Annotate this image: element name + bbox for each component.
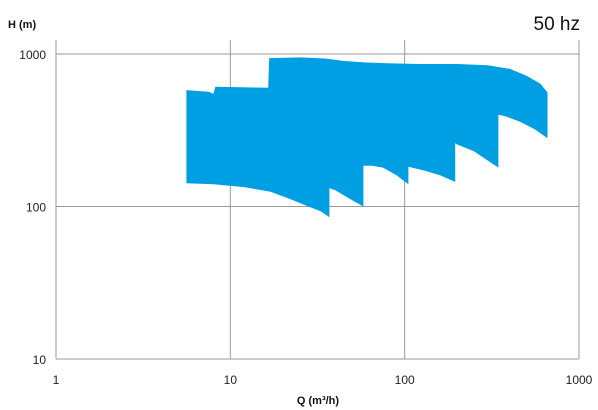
x-tick-label: 1 [53,373,60,387]
chart-title: 50 hz [534,14,580,35]
x-tick-label: 10 [224,373,238,387]
y-tick-label: 10 [33,353,47,367]
y-tick-labels: 10 100 1000 [19,48,46,367]
x-axis-label: Q (m³/h) [297,395,339,407]
y-tick-label: 1000 [19,48,46,62]
y-axis-label: H (m) [8,19,36,31]
y-tick-label: 100 [26,201,46,215]
coverage-area [186,57,548,218]
x-tick-label: 1000 [566,373,593,387]
x-tick-label: 100 [395,373,415,387]
x-tick-labels: 1 10 100 1000 [53,373,593,387]
